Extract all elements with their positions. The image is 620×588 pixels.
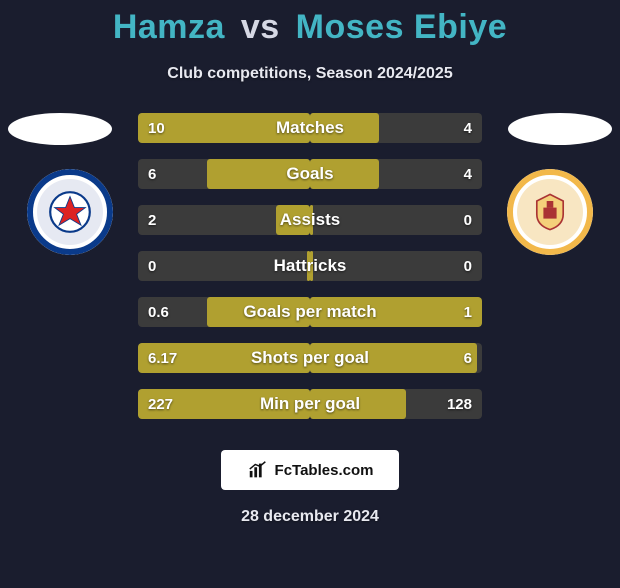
footer-brand-badge: FcTables.com [221, 450, 399, 490]
oval-right [508, 113, 612, 145]
stat-bars: Matches104Goals64Assists20Hattricks00Goa… [138, 113, 482, 435]
stat-value-right: 4 [454, 159, 482, 189]
stat-row: Goals per match0.6 1 [138, 297, 482, 327]
stat-value-right: 1 [454, 297, 482, 327]
stat-label: Goals [138, 159, 482, 189]
stat-value-left: 0 [138, 251, 166, 281]
stat-label: Goals per match [138, 297, 482, 327]
stat-row: Hattricks0 0 [138, 251, 482, 281]
subtitle: Club competitions, Season 2024/2025 [0, 65, 620, 83]
stat-value-left: 0.6 [138, 297, 179, 327]
stat-value-left: 2 [138, 205, 166, 235]
stat-row: Shots per goal6.17 6 [138, 343, 482, 373]
stat-row: Assists2 0 [138, 205, 482, 235]
stat-value-left: 6 [138, 159, 166, 189]
stat-value-right: 128 [437, 389, 482, 419]
stat-value-right: 6 [454, 343, 482, 373]
stat-row: Goals6 4 [138, 159, 482, 189]
stat-value-right: 0 [454, 205, 482, 235]
stat-row: Matches10 4 [138, 113, 482, 143]
crest-left [27, 169, 113, 255]
stat-value-right: 4 [454, 113, 482, 143]
title-vs: vs [241, 8, 280, 46]
crest-left-inner [37, 179, 103, 245]
stat-label: Hattricks [138, 251, 482, 281]
title-player1: Hamza [113, 8, 225, 46]
footer-brand-text: FcTables.com [275, 462, 374, 479]
chart-icon [247, 459, 269, 481]
stat-value-left: 6.17 [138, 343, 187, 373]
stat-value-left: 10 [138, 113, 175, 143]
page-title: Hamza vs Moses Ebiye [0, 8, 620, 47]
title-player2: Moses Ebiye [296, 8, 507, 46]
crest-right-icon [528, 190, 572, 234]
date-text: 28 december 2024 [0, 508, 620, 526]
stat-label: Min per goal [138, 389, 482, 419]
crest-right [507, 169, 593, 255]
stat-value-right: 0 [454, 251, 482, 281]
stat-value-left: 227 [138, 389, 183, 419]
stat-row: Min per goal227 128 [138, 389, 482, 419]
stat-label: Assists [138, 205, 482, 235]
oval-left [8, 113, 112, 145]
stat-label: Shots per goal [138, 343, 482, 373]
stat-label: Matches [138, 113, 482, 143]
crest-left-icon [48, 190, 92, 234]
crest-right-inner [517, 179, 583, 245]
